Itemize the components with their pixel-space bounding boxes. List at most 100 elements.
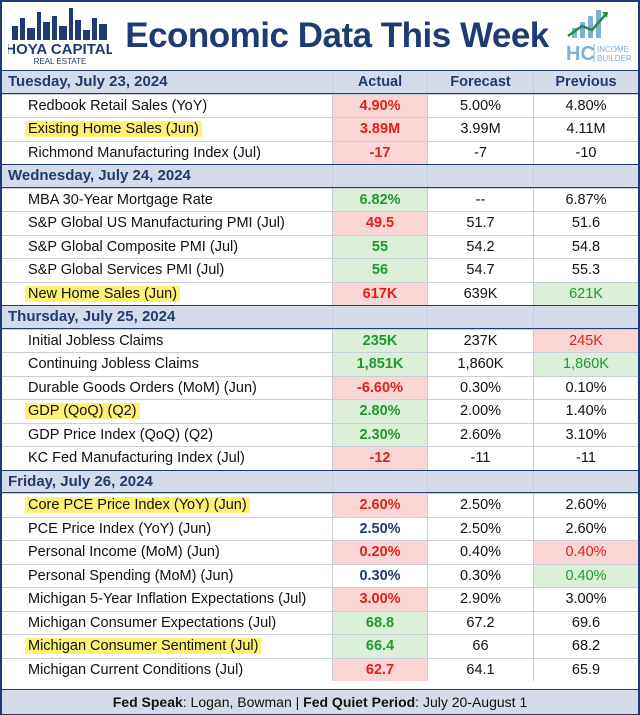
logo-right-letters: HC [566,43,595,65]
table-row: Richmond Manufacturing Index (Jul) -17 -7-… [2,140,638,164]
actual-value: 235K [332,329,427,352]
table-row: New Home Sales (Jun) 617K 639K 621K [2,281,638,305]
actual-value: 617K [332,282,427,305]
actual-value: 55 [332,235,427,258]
actual-value: 2.60% [332,494,427,517]
indicator-name: S&P Global US Manufacturing PMI (Jul) [28,215,285,232]
previous-value: -11 [533,447,638,470]
indicator-name: MBA 30-Year Mortgage Rate [28,191,213,208]
table-row: KC Fed Manufacturing Index (Jul) -12 -11 -1… [2,446,638,470]
column-header-forecast: Forecast [427,71,533,93]
forecast-value: 0.40% [427,541,533,564]
actual-value: -17 [332,141,427,164]
table-row: Durable Goods Orders (MoM) (Jun) -6.60% 0.… [2,375,638,399]
indicator-name: Continuing Jobless Claims [28,356,199,373]
table-row: MBA 30-Year Mortgage Rate 6.82% -- 6.87% [2,187,638,212]
previous-value: 4.80% [533,94,638,117]
indicator-name: GDP (QoQ) (Q2) [25,403,140,420]
indicator-cell: Existing Home Sales (Jun) [2,118,332,141]
indicator-name: S&P Global Composite PMI (Jul) [28,238,239,255]
day-label: Tuesday, July 23, 2024 [8,73,168,91]
actual-value: 0.30% [332,564,427,587]
forecast-value: 54.2 [427,235,533,258]
previous-value: 1,860K [533,353,638,376]
footer: Fed Speak: Logan, Bowman | Fed Quiet Per… [2,689,638,714]
indicator-name: KC Fed Manufacturing Index (Jul) [28,450,245,467]
table-row: Continuing Jobless Claims 1,851K 1,860K 1,8… [2,352,638,376]
indicator-name: PCE Price Index (YoY) (Jun) [28,520,212,537]
actual-value: 6.82% [332,188,427,211]
logo-left-line1: HOYA CAPITAL [8,41,112,58]
previous-value: 54.8 [533,235,638,258]
actual-value: 3.00% [332,588,427,611]
indicator-cell: Core PCE Price Index (YoY) (Jun) [2,494,332,517]
table-row: Initial Jobless Claims 235K 237K 245K [2,328,638,352]
actual-value: 0.20% [332,541,427,564]
table-row: S&P Global US Manufacturing PMI (Jul) 49.… [2,211,638,235]
actual-value: 49.5 [332,212,427,235]
previous-value: 0.40% [533,564,638,587]
fed-quiet-text: : July 20-August 1 [415,694,528,710]
indicator-name: Richmond Manufacturing Index (Jul) [28,144,261,161]
page-title: Economic Data This Week [125,16,549,55]
indicator-cell: KC Fed Manufacturing Index (Jul) [2,447,332,470]
indicator-cell: MBA 30-Year Mortgage Rate [2,189,332,212]
forecast-value: 237K [427,329,533,352]
previous-value: 3.00% [533,588,638,611]
actual-value: -6.60% [332,376,427,399]
forecast-value: 3.99M [427,118,533,141]
indicator-cell: Personal Spending (MoM) (Jun) [2,565,332,588]
forecast-value: 0.30% [427,376,533,399]
fed-speak-label: Fed Speak [112,694,183,710]
indicator-name: Durable Goods Orders (MoM) (Jun) [28,379,257,396]
previous-value: 69.6 [533,611,638,634]
forecast-value: -7 [427,141,533,164]
table-row: Core PCE Price Index (YoY) (Jun) 2.60% 2.5… [2,493,638,517]
indicator-name: Initial Jobless Claims [28,332,164,349]
day-cell-spacer [533,306,638,328]
previous-value: 2.60% [533,494,638,517]
column-header-actual: Actual [332,71,427,93]
actual-value: 2.30% [332,423,427,446]
day-cell-spacer [533,165,638,187]
indicator-name: Redbook Retail Sales (YoY) [28,97,208,114]
day-label: Wednesday, July 24, 2024 [8,167,191,185]
day-cell-spacer [427,165,533,187]
indicator-name: Core PCE Price Index (YoY) (Jun) [25,497,250,514]
hoya-capital-logo: HOYA CAPITAL REAL ESTATE [8,8,112,66]
indicator-name: Personal Income (MoM) (Jun) [28,544,220,561]
column-header-previous: Previous [533,71,638,93]
forecast-value: 67.2 [427,611,533,634]
forecast-value: 2.60% [427,423,533,446]
actual-value: 1,851K [332,353,427,376]
day-cell-spacer [332,165,427,187]
indicator-cell: S&P Global Services PMI (Jul) [2,259,332,282]
previous-value: 621K [533,282,638,305]
fed-speak-text: : Logan, Bowman | [182,694,304,710]
actual-value: 2.50% [332,517,427,540]
actual-value: 66.4 [332,635,427,658]
indicator-name: Michigan Current Conditions (Jul) [28,661,244,678]
table-row: GDP Price Index (QoQ) (Q2) 2.30% 2.60% 3.10… [2,422,638,446]
day-header-row: Friday, July 26, 2024 [2,469,638,493]
table-row: Personal Income (MoM) (Jun) 0.20% 0.40% 0.4… [2,540,638,564]
forecast-value: 2.50% [427,494,533,517]
previous-value: -10 [533,141,638,164]
previous-value: 0.10% [533,376,638,399]
logo-right-line2: BUILDER [597,54,632,63]
forecast-value: 2.00% [427,400,533,423]
indicator-name: GDP Price Index (QoQ) (Q2) [28,426,214,443]
forecast-value: -11 [427,447,533,470]
forecast-value: 51.7 [427,212,533,235]
economic-data-table: Tuesday, July 23, 2024 Actual Forecast Prev… [2,70,638,681]
table-row: Michigan Current Conditions (Jul) 62.7 64.… [2,657,638,681]
previous-value: 6.87% [533,188,638,211]
table-row: Existing Home Sales (Jun) 3.89M 3.99M 4.11M [2,117,638,141]
indicator-cell: S&P Global US Manufacturing PMI (Jul) [2,212,332,235]
previous-value: 3.10% [533,423,638,446]
header: HOYA CAPITAL REAL ESTATE Economic Data T… [2,2,638,70]
table-row: Redbook Retail Sales (YoY) 4.90% 5.00% 4.80… [2,93,638,117]
previous-value: 51.6 [533,212,638,235]
forecast-value: 66 [427,635,533,658]
